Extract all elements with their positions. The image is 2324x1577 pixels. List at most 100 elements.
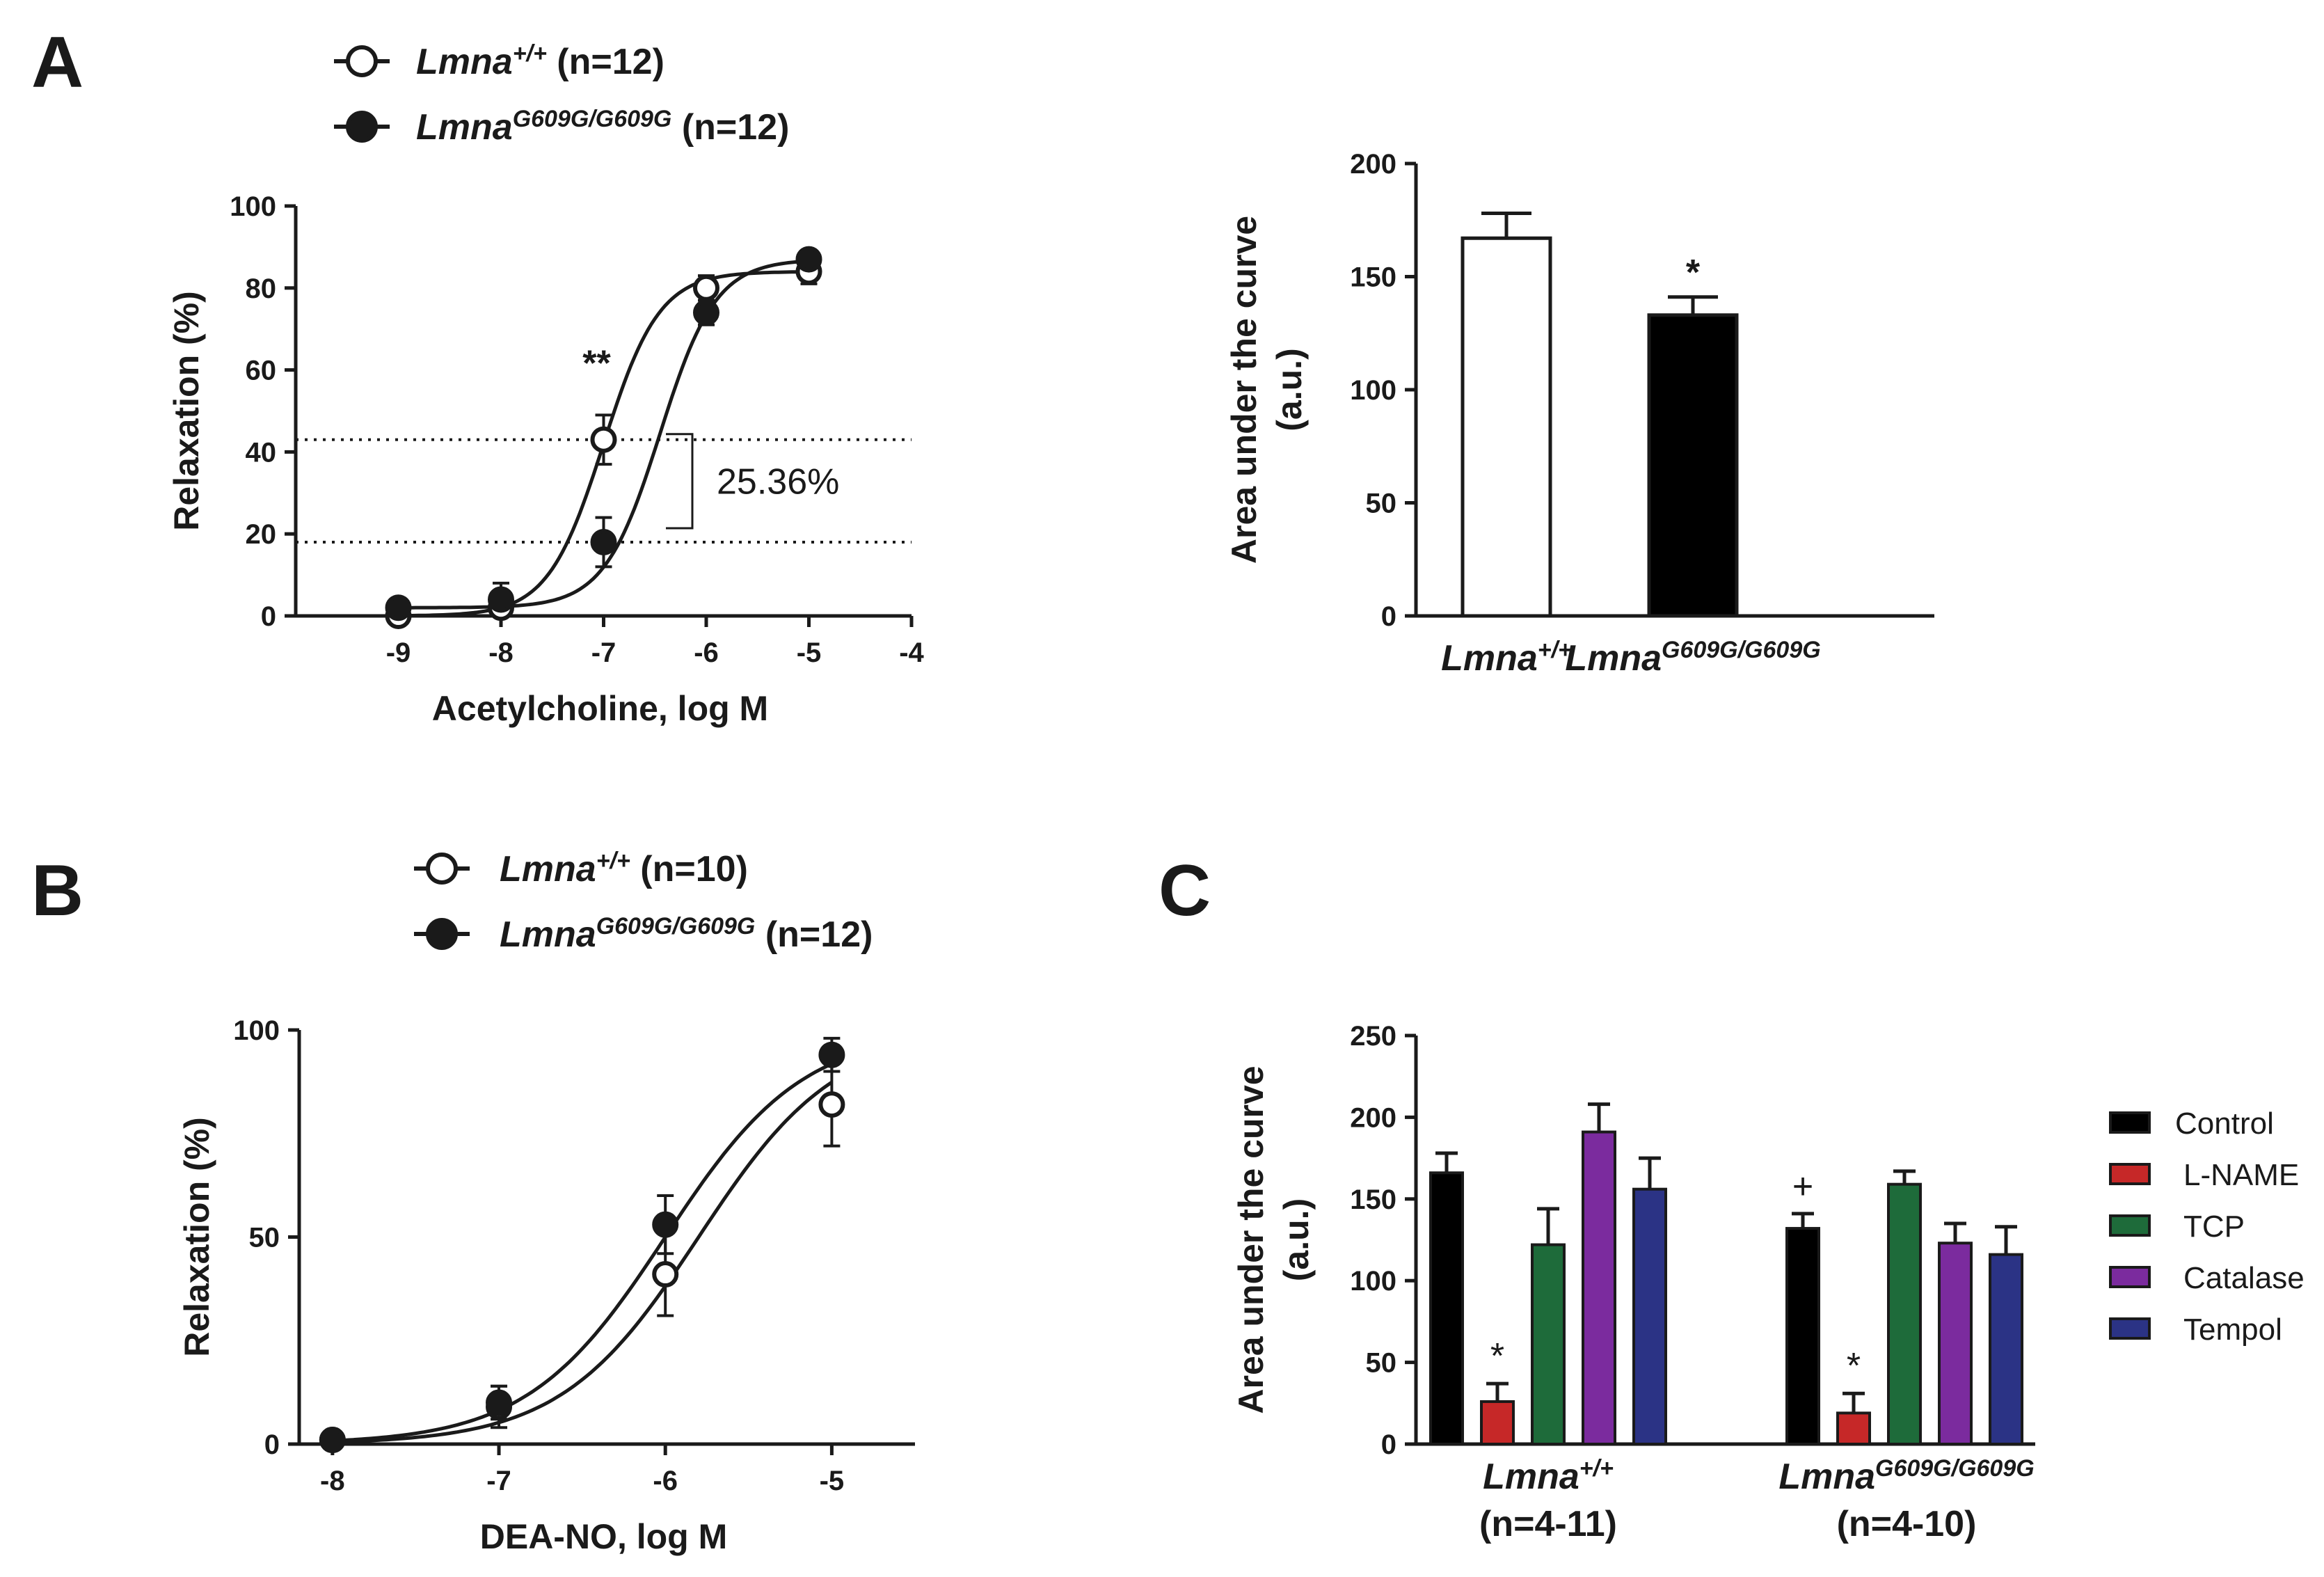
significance-mark: +	[1792, 1166, 1813, 1207]
legend-swatch	[2109, 1214, 2151, 1237]
legend-label: Control	[2175, 1107, 2274, 1141]
x-tick-label: -7	[486, 1466, 511, 1496]
panel-label-c: C	[1159, 850, 1211, 931]
x-category-label: LmnaG609G/G609G	[1778, 1455, 2034, 1497]
y-tick-label: 60	[246, 356, 277, 386]
point-mutant	[818, 1041, 845, 1068]
legend-label: L-NAME	[2183, 1158, 2299, 1192]
y-tick-label: 50	[1366, 489, 1397, 519]
y-tick-label: 200	[1350, 149, 1396, 180]
legend-label: Lmna+/+ (n=10)	[500, 848, 748, 889]
x-tick-label: -6	[653, 1466, 678, 1496]
y-tick-label: 100	[1350, 375, 1396, 406]
point-mutant	[693, 299, 719, 326]
y-tick-label: 0	[264, 1429, 280, 1460]
fit-curve-mutant	[332, 1062, 833, 1443]
chart-a-relaxation-curve: 0 20 40 60 80 100 -9 -8 -7 -6 -5 -4 Acetylcholine, l…	[167, 40, 925, 728]
bar-catalase	[1938, 1242, 1973, 1446]
legend-swatch	[2109, 1111, 2151, 1134]
y-tick-label: 200	[1350, 1102, 1396, 1133]
bar-catalase	[1582, 1130, 1616, 1445]
difference-bracket	[666, 433, 694, 530]
x-tick-label: -7	[591, 637, 616, 668]
bar-control	[1785, 1227, 1820, 1445]
legend-label: TCP	[2183, 1210, 2245, 1244]
point-wildtype	[818, 1091, 845, 1118]
chart-b-relaxation-curve: 0 50 100 -8 -7 -6 -5 DEA-NO, log M Relaxation (%…	[177, 848, 915, 1556]
point-mutant	[488, 586, 514, 613]
point-wildtype	[590, 426, 617, 453]
y-tick-label: 100	[230, 191, 276, 222]
significance-mark: *	[1686, 253, 1701, 293]
legend-marker	[426, 853, 458, 885]
y-axis-title: Relaxation (%)	[167, 291, 206, 531]
legend-marker	[426, 918, 458, 950]
chart-a-auc-bars: 0 50 100 150 200 Area under the curve (a.u.) Lm…	[1225, 149, 1934, 679]
y-tick-label: 50	[249, 1223, 280, 1253]
y-tick-label: 150	[1350, 262, 1396, 293]
legend-marker	[346, 111, 378, 143]
y-axis-title: Relaxation (%)	[177, 1117, 216, 1357]
legend-swatch	[2109, 1163, 2151, 1185]
difference-label: 25.36%	[717, 461, 839, 502]
y-tick-label: 0	[261, 601, 276, 632]
point-mutant	[590, 528, 617, 555]
point-mutant	[795, 246, 822, 273]
x-tick-label: -4	[899, 637, 924, 668]
y-tick-label: 50	[1366, 1348, 1397, 1379]
panel-label-b: B	[31, 850, 83, 931]
x-tick-label: -5	[820, 1466, 845, 1496]
y-tick-label: 0	[1381, 1429, 1396, 1460]
x-tick-label: -5	[797, 637, 822, 668]
point-wildtype	[693, 274, 719, 301]
point-wildtype	[652, 1261, 679, 1288]
legend-label: LmnaG609G/G609G (n=12)	[500, 913, 873, 955]
y-tick-label: 100	[1350, 1266, 1396, 1297]
significance-mark: **	[582, 344, 611, 384]
legend-label: Tempol	[2183, 1313, 2282, 1347]
x-category-n: (n=4-10)	[1837, 1504, 1977, 1544]
y-axis-title: Area under the curve	[1225, 216, 1264, 564]
bar	[1461, 236, 1552, 618]
panel-label-a: A	[31, 22, 83, 103]
legend-marker	[346, 45, 378, 77]
fit-curve-wildtype	[332, 1081, 833, 1444]
legend-label: LmnaG609G/G609G (n=12)	[416, 106, 789, 148]
point-mutant	[385, 594, 412, 621]
x-tick-label: -6	[694, 637, 719, 668]
x-category-n: (n=4-11)	[1479, 1504, 1617, 1544]
point-mutant	[319, 1427, 346, 1454]
bar-lname	[1480, 1400, 1515, 1446]
chart-c-auc-grouped-bars: 0 50 100 150 200 250 Area under the curve (a.u.…	[1232, 1021, 2305, 1544]
y-tick-label: 100	[233, 1015, 280, 1046]
x-axis-title: Acetylcholine, log M	[432, 689, 768, 728]
bar-tcp	[1887, 1182, 1922, 1445]
bar	[1647, 313, 1739, 618]
y-tick-label: 0	[1381, 601, 1396, 632]
x-tick-label: -8	[320, 1466, 345, 1496]
bar-tcp	[1531, 1243, 1566, 1445]
legend-swatch	[2109, 1317, 2151, 1340]
y-axis-title: Area under the curve	[1232, 1065, 1271, 1413]
significance-mark: *	[1490, 1336, 1504, 1377]
y-axis-title-units: (a.u.)	[1270, 348, 1309, 431]
x-tick-label: -8	[488, 637, 514, 668]
point-mutant	[652, 1211, 679, 1238]
y-tick-label: 250	[1350, 1021, 1396, 1052]
x-category-label: Lmna+/+	[1483, 1455, 1614, 1497]
y-tick-label: 80	[246, 274, 277, 304]
bar-control	[1429, 1171, 1464, 1446]
point-mutant	[486, 1389, 513, 1416]
x-axis-title: DEA-NO, log M	[480, 1517, 728, 1556]
y-tick-label: 40	[246, 437, 277, 468]
x-category-label: Lmna+/+	[1441, 637, 1572, 679]
legend-label: Catalase	[2183, 1261, 2305, 1295]
y-tick-label: 20	[246, 519, 277, 550]
y-axis-title-units: (a.u.)	[1277, 1198, 1316, 1281]
y-tick-label: 150	[1350, 1184, 1396, 1215]
legend-swatch	[2109, 1266, 2151, 1288]
x-category-label: LmnaG609G/G609G	[1565, 637, 1820, 679]
bar-tempol	[1632, 1187, 1667, 1446]
x-tick-label: -9	[386, 637, 411, 668]
